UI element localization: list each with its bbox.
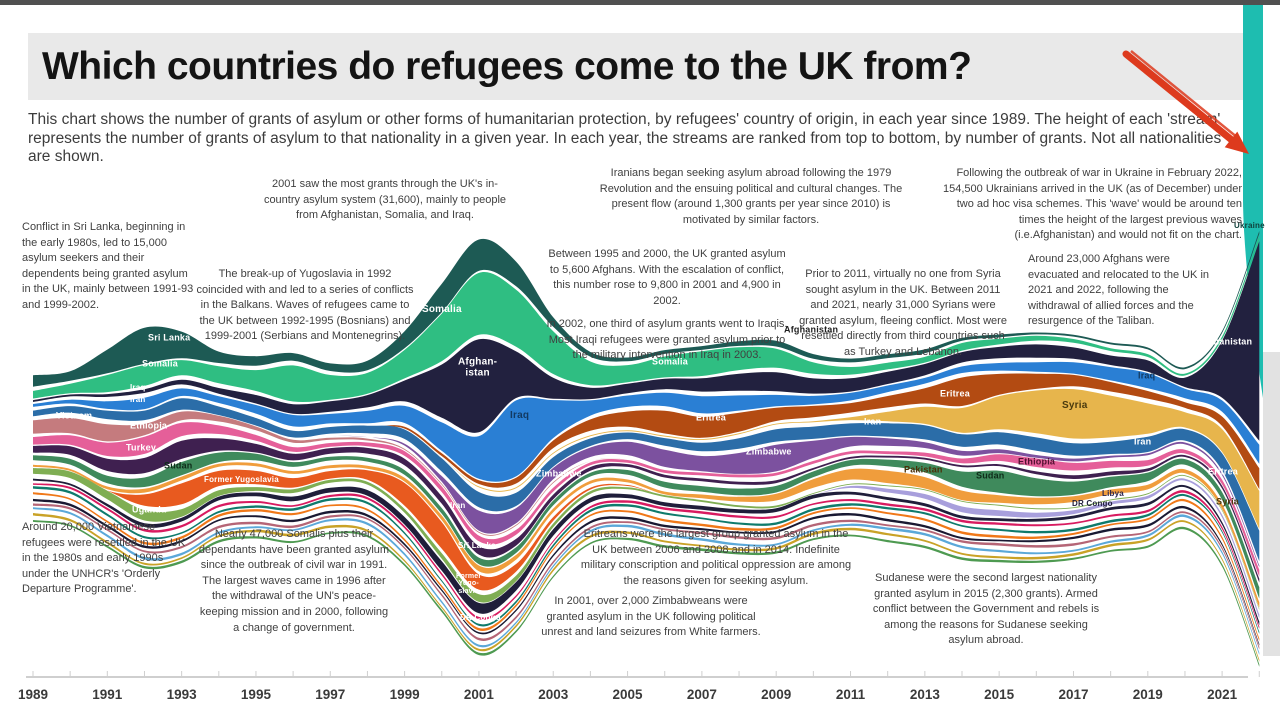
stream-unlabeled [33, 483, 1260, 629]
stream-label-ukraine: Ukraine [1234, 220, 1265, 230]
stream-unlabeled [33, 498, 1260, 646]
stream-label-turkey: Turkey [126, 442, 157, 453]
chart-annotation: In 2002, one third of asylum grants went… [546, 318, 788, 362]
stream-unlabeled [33, 486, 1260, 634]
x-tick-label: 2009 [761, 687, 791, 702]
stream-label-former-yugo-slavia: Former Yugo- slavia [456, 572, 482, 595]
page-title: Which countries do refugees come to the … [42, 44, 972, 88]
stream-label-ethiopia: Ethiopia [1018, 456, 1056, 467]
chart-annotation: Sudanese were the second largest nationa… [872, 572, 1100, 647]
x-tick-label: 2007 [687, 687, 717, 702]
arrow-shaft [1122, 50, 1237, 145]
chart-annotation: Prior to 2011, virtually no one from Syr… [799, 268, 1007, 359]
stream-label-dr-congo: DR Congo [460, 612, 501, 622]
stream-somalia [33, 236, 1260, 403]
stream-label-uganda: Uganda [132, 504, 167, 515]
chart-annotation: In 2001, over 2,000 Zimbabweans were gra… [541, 595, 761, 639]
stream-iran [33, 398, 1260, 562]
stream-label-somalia: Somalia [142, 358, 178, 369]
x-tick-label: 2021 [1207, 687, 1238, 702]
stream-eritrea [33, 373, 1260, 490]
x-tick-label: 1999 [390, 687, 420, 702]
stream-label-iraq: Iraq [510, 409, 530, 421]
stream-sri-lanka [33, 231, 1260, 387]
stream-label-iraq: Iraq [1138, 370, 1156, 381]
x-tick-label: 1991 [92, 687, 123, 702]
stream-dr-congo [33, 478, 1260, 626]
x-tick-label: 2005 [613, 687, 644, 702]
stream-unlabeled [33, 503, 1260, 650]
title-band: Which countries do refugees come to the … [28, 33, 1243, 100]
stream-label-vietnam: Vietnam [56, 410, 93, 421]
x-tick-label: 2015 [984, 687, 1015, 702]
stream-label-iran: Iran [450, 500, 466, 510]
stream-label-syria: Syria [1216, 496, 1240, 507]
x-tick-label: 2017 [1058, 687, 1088, 702]
stream-label-former-yugoslavia: Former Yugoslavia [204, 474, 279, 484]
right-edge-panel [1263, 352, 1280, 656]
stream-label-pakistan: Pakistan [904, 464, 943, 475]
stream-vietnam [33, 411, 1260, 572]
chart-annotation: Around 20,000 Vietnamese refugees were r… [22, 521, 186, 596]
chart-annotation: Conflict in Sri Lanka, beginning in the … [22, 221, 194, 312]
x-tick-label: 1989 [18, 687, 48, 702]
arrow-shaft-rough [1130, 50, 1239, 139]
stream-label-afghan-istan: Afghan- istan [458, 356, 498, 378]
stream-label-eritrea: Eritrea [940, 388, 970, 399]
stream-label-sri-lanka: Sri Lanka [148, 332, 191, 343]
chart-annotation: Eritreans were the largest group granted… [580, 528, 852, 587]
stream-label-eritrea: Eritrea [1208, 466, 1238, 477]
stream-label-iran: Iran [1134, 436, 1152, 447]
x-tick-label: 2001 [464, 687, 495, 702]
stream-iraq [33, 361, 1260, 482]
stream-unlabeled [33, 520, 1260, 667]
chart-annotation: The break-up of Yugoslavia in 1992 coinc… [196, 268, 414, 343]
chart-annotation: Around 23,000 Afghans were evacuated and… [1028, 253, 1210, 328]
stream-label-somalia: Somalia [652, 356, 688, 367]
stream-label-sudan: Sudan [976, 470, 1005, 481]
stream-label-iran: Iran [130, 394, 146, 404]
stream-label-zimbabwe: Zimbabwe [536, 468, 582, 479]
stream-label-ethiopia: Ethiopia [130, 420, 168, 431]
stream-label-iraq: Iraq [130, 382, 146, 392]
stream-label-iran: Iran [864, 416, 882, 427]
page-subtitle: This chart shows the number of grants of… [28, 111, 1222, 166]
x-axis: 1989 1991 1993 1995 1997 1999 2001 2003 2005 2007… [18, 671, 1260, 702]
x-tick-label: 1997 [315, 687, 345, 702]
stream-label-sudan: Sudan [164, 460, 193, 471]
stream-label-sri-lanka: Sri Lanka [458, 540, 496, 550]
stream-label-afghanistan: Afghanistan [1198, 336, 1253, 347]
x-tick-label: 2019 [1133, 687, 1163, 702]
chart-annotation: Following the outbreak of war in Ukraine… [943, 167, 1242, 242]
stream-unlabeled [33, 507, 1260, 655]
x-tick-label: 2003 [538, 687, 569, 702]
stream-label-dr-congo: DR Congo [1072, 498, 1113, 508]
stream-zimbabwe [33, 413, 1260, 568]
chart-annotation: 2001 saw the most grants through the UK'… [263, 178, 507, 222]
stream-syria [33, 388, 1260, 529]
chart-annotation: Nearly 47,000 Somalis plus their dependa… [198, 528, 390, 634]
x-tick-label: 1993 [167, 687, 198, 702]
stream-label-zimbabwe: Zimbabwe [746, 446, 792, 457]
arrow-head [1224, 131, 1249, 154]
stream-ethiopia [33, 422, 1260, 577]
top-window-bar [0, 0, 1280, 5]
stream-label-libya: Libya [1102, 488, 1124, 498]
stream-label-somalia: Somalia [422, 303, 462, 315]
stream-label-syria: Syria [1062, 399, 1088, 411]
x-tick-label: 1995 [241, 687, 272, 702]
x-tick-label: 2011 [836, 687, 866, 702]
stream-label-eritrea: Eritrea [696, 412, 726, 423]
x-tick-label: 2013 [910, 687, 941, 702]
stream-label-afghanistan: Afghanistan [784, 324, 839, 335]
chart-annotation: Between 1995 and 2000, the UK granted as… [548, 248, 786, 307]
stream-unlabeled [33, 492, 1260, 641]
stream-unlabeled [33, 513, 1260, 662]
chart-annotation: Iranians began seeking asylum abroad fol… [599, 167, 903, 226]
